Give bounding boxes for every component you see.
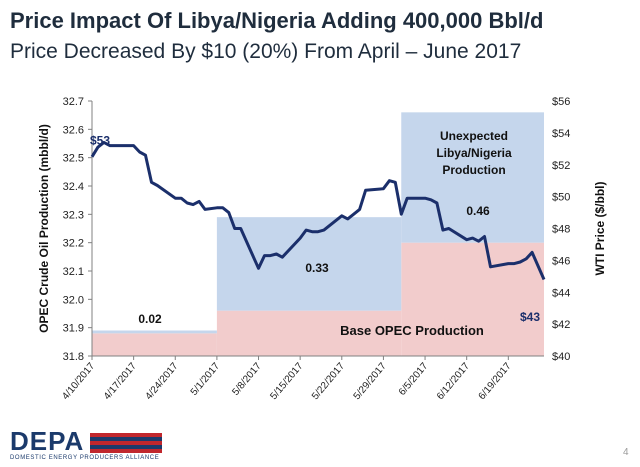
base-area-label: Base OPEC Production xyxy=(340,323,484,338)
right-axis-tick-label: $56 xyxy=(552,96,570,108)
left-axis-tick-label: 32.3 xyxy=(63,209,84,221)
left-axis-tick-label: 32.7 xyxy=(63,96,84,108)
annotation-label: Unexpected Libya/Nigeria Production xyxy=(436,129,512,177)
wti-price-line xyxy=(90,140,546,281)
x-axis-tick-label: 4/10/2017 xyxy=(60,361,97,402)
annotation-line: Unexpected xyxy=(440,129,508,143)
right-axis-tick-label: $50 xyxy=(552,192,570,204)
right-axis-tick-label: $42 xyxy=(552,319,570,331)
right-axis-tick-label: $54 xyxy=(552,128,570,140)
price-start-label: $53 xyxy=(90,133,110,147)
logo-tagline: DOMESTIC ENERGY PRODUCERS ALLIANCE xyxy=(10,455,160,461)
x-axis-tick-label: 4/24/2017 xyxy=(144,361,181,402)
left-axis-tick-label: 31.8 xyxy=(63,351,84,363)
x-axis-tick-label: 5/22/2017 xyxy=(310,361,347,402)
x-axis-tick-label: 6/12/2017 xyxy=(435,361,472,402)
x-axis-tick-label: 5/1/2017 xyxy=(189,361,223,398)
left-axis-tick-label: 32.2 xyxy=(63,238,84,250)
left-axis-title: OPEC Crude Oil Production (mbbl/d) xyxy=(37,124,51,333)
base-area-segment xyxy=(92,333,217,356)
right-axis-tick-label: $46 xyxy=(552,255,570,267)
right-axis-title: WTI Price ($/bbl) xyxy=(593,181,607,275)
price-end-label: $43 xyxy=(520,310,540,324)
x-axis-tick-label: 6/5/2017 xyxy=(397,361,431,398)
left-axis-tick-label: 31.9 xyxy=(63,323,84,335)
page-number: 4 xyxy=(623,447,629,458)
x-axis-tick-label: 5/29/2017 xyxy=(352,361,389,402)
increment-value-label: 0.46 xyxy=(466,204,490,218)
left-axis-tick-label: 32.1 xyxy=(63,266,84,278)
increment-value-label: 0.33 xyxy=(305,261,329,275)
increment-value-label: 0.02 xyxy=(138,312,162,326)
left-axis-tick-label: 32.4 xyxy=(63,181,84,193)
x-axis-tick-label: 5/8/2017 xyxy=(230,361,264,398)
chart-title: Price Impact Of Libya/Nigeria Adding 400… xyxy=(10,8,544,33)
x-axis-tick-label: 4/17/2017 xyxy=(102,361,139,402)
increment-area-segment xyxy=(401,112,544,243)
right-axis-tick-label: $52 xyxy=(552,160,570,172)
logo-wordmark: DEPA xyxy=(10,426,85,456)
left-axis-tick-label: 32.0 xyxy=(63,294,84,306)
x-axis-tick-label: 5/15/2017 xyxy=(268,361,305,402)
increment-area-segment xyxy=(92,330,217,334)
depa-logo: DEPA DOMESTIC ENERGY PRODUCERS ALLIANCE xyxy=(10,426,170,466)
flag-stripes-icon xyxy=(90,433,162,453)
right-axis-tick-label: $40 xyxy=(552,351,570,363)
left-axis-tick-label: 32.6 xyxy=(63,124,84,136)
right-axis-tick-label: $48 xyxy=(552,224,570,236)
base-area-segment xyxy=(216,310,402,356)
right-axis-tick-label: $44 xyxy=(552,287,570,299)
annotation-line: Libya/Nigeria xyxy=(436,146,512,160)
left-axis-tick-label: 32.5 xyxy=(63,153,84,165)
annotation-line: Production xyxy=(442,163,505,177)
increment-area-segment xyxy=(216,217,402,311)
x-axis-tick-label: 6/19/2017 xyxy=(477,361,514,402)
chart-subtitle: Price Decreased By $10 (20%) From April … xyxy=(10,40,522,63)
